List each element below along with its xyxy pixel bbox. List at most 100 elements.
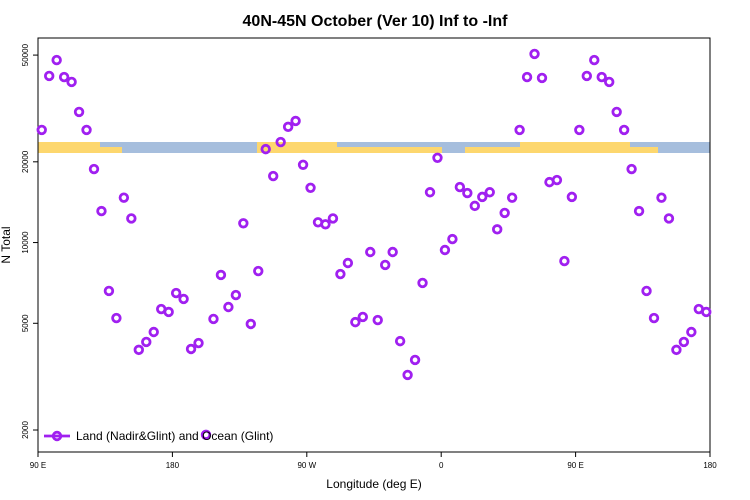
- data-point: [81, 124, 92, 136]
- data-point: [380, 259, 391, 271]
- plot-frame: [37, 37, 711, 453]
- data-point: [701, 306, 712, 318]
- data-point: [44, 70, 55, 82]
- data-point: [469, 200, 480, 212]
- land-strip: [630, 147, 658, 153]
- data-point: [581, 70, 592, 82]
- data-point: [58, 71, 70, 83]
- data-point: [141, 336, 152, 348]
- data-point: [462, 187, 473, 199]
- data-point: [305, 182, 316, 194]
- data-point: [529, 48, 540, 60]
- data-point: [424, 187, 436, 198]
- data-point: [686, 326, 697, 338]
- data-point: [103, 285, 115, 297]
- x-tick-label: 90 W: [297, 461, 316, 470]
- data-point: [417, 277, 428, 289]
- data-point: [111, 312, 122, 324]
- legend-marker: [51, 430, 63, 442]
- data-point: [185, 343, 197, 355]
- data-point: [492, 224, 503, 235]
- data-point: [589, 54, 600, 66]
- data-point: [372, 314, 383, 326]
- chart-title: 40N-45N October (Ver 10) Inf to -Inf: [243, 13, 509, 30]
- data-point: [320, 219, 331, 230]
- y-tick-label: 10000: [21, 231, 30, 254]
- data-point: [36, 124, 47, 136]
- data-point: [394, 335, 406, 347]
- data-point: [223, 301, 234, 313]
- land-strip: [100, 147, 122, 153]
- y-tick-label: 20000: [21, 150, 30, 173]
- data-point: [499, 207, 510, 219]
- data-point: [596, 71, 607, 83]
- land-strip: [520, 142, 630, 153]
- y-axis-label: N Total: [0, 226, 13, 263]
- x-tick-label: 180: [703, 461, 717, 470]
- data-point: [633, 205, 645, 217]
- x-tick-label: 0: [439, 461, 444, 470]
- data-point: [514, 124, 525, 136]
- data-point: [66, 76, 77, 88]
- data-point: [178, 293, 189, 305]
- data-point: [215, 269, 227, 281]
- data-point: [656, 192, 667, 203]
- data-point: [671, 344, 682, 356]
- data-point: [51, 54, 62, 66]
- data-point: [335, 268, 346, 280]
- data-point: [327, 213, 339, 224]
- data-point: [439, 244, 451, 256]
- data-point: [618, 124, 630, 136]
- data-point: [290, 115, 301, 127]
- y-tick-label: 50000: [21, 43, 30, 66]
- x-tick-label: 90 E: [567, 461, 583, 470]
- data-point: [454, 181, 466, 193]
- data-point: [88, 163, 100, 175]
- data-point: [611, 106, 622, 118]
- data-point: [245, 318, 256, 330]
- x-axis-label: Longitude (deg E): [326, 477, 421, 491]
- data-point: [282, 121, 294, 133]
- data-point: [447, 233, 458, 245]
- land-strip: [38, 142, 100, 153]
- surface-strip: [38, 142, 710, 153]
- legend-label: Land (Nadir&Glint) and Ocean (Glint): [76, 429, 273, 443]
- data-point: [208, 313, 219, 325]
- data-point: [387, 246, 398, 258]
- data-point: [604, 76, 615, 88]
- data-point: [678, 336, 690, 348]
- land-strip: [337, 147, 442, 153]
- data-point: [297, 159, 309, 170]
- data-point: [260, 143, 271, 155]
- data-point: [402, 369, 413, 381]
- data-point: [342, 257, 354, 269]
- land-strip: [257, 142, 337, 153]
- data-point: [118, 192, 130, 203]
- land-strip: [465, 147, 520, 153]
- data-point: [641, 285, 652, 297]
- data-point: [477, 191, 488, 203]
- data-point: [170, 287, 182, 299]
- data-point: [521, 71, 533, 83]
- x-tick-label: 180: [166, 461, 180, 470]
- data-point: [484, 187, 495, 198]
- data-point: [663, 213, 675, 224]
- data-point: [626, 163, 637, 175]
- data-point: [574, 124, 585, 136]
- data-point: [275, 136, 286, 148]
- data-point: [268, 170, 279, 182]
- x-tick-label: 90 E: [30, 461, 46, 470]
- y-tick-label: 2000: [21, 421, 30, 439]
- data-point: [365, 246, 376, 258]
- data-point: [193, 337, 204, 349]
- data-point: [551, 174, 563, 186]
- data-point: [357, 311, 368, 323]
- data-point: [133, 344, 144, 356]
- data-point: [73, 106, 85, 118]
- y-tick-label: 5000: [21, 314, 30, 332]
- data-point: [506, 192, 518, 203]
- data-point: [409, 354, 421, 366]
- data-point: [238, 218, 249, 229]
- data-point: [163, 306, 174, 318]
